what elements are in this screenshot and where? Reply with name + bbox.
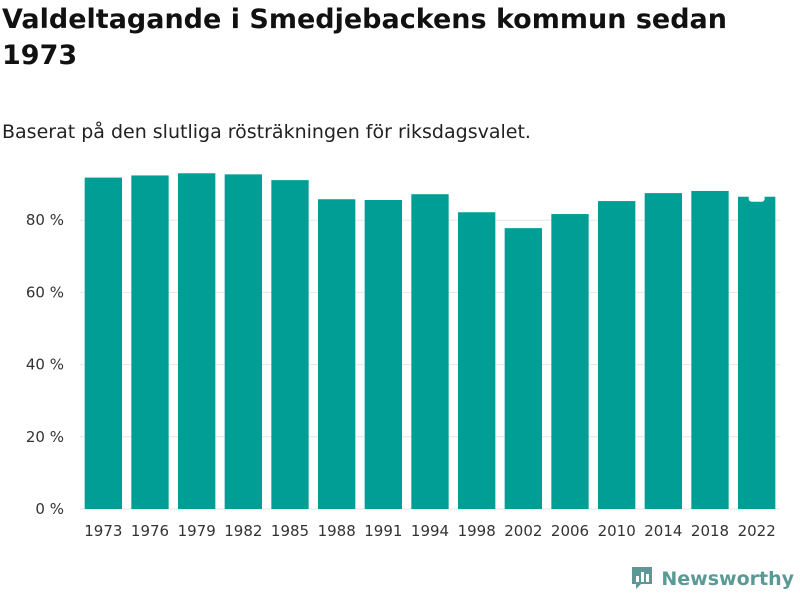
- bar[interactable]: [644, 193, 682, 510]
- x-axis-ticks: 1973 1976 1979 1982 1985 1988 1991 1994 1998 2002…: [84, 522, 776, 540]
- newsworthy-logo-icon: [629, 564, 655, 594]
- y-tick-label: 60 %: [26, 283, 64, 301]
- bar[interactable]: [178, 173, 216, 509]
- x-tick-label: 1998: [458, 522, 496, 540]
- x-tick-label: 1973: [84, 522, 122, 540]
- y-tick-label: 80 %: [26, 211, 64, 229]
- x-tick-label: 1976: [131, 522, 169, 540]
- brand-logo: Newsworthy: [629, 564, 794, 594]
- x-tick-label: 2010: [598, 522, 636, 540]
- chart-subtitle: Baserat på den slutliga rösträkningen fö…: [2, 121, 531, 143]
- x-tick-label: 1994: [411, 522, 449, 540]
- bar[interactable]: [691, 190, 729, 509]
- bar[interactable]: [131, 175, 169, 509]
- x-tick-label: 1985: [271, 522, 309, 540]
- bar[interactable]: [364, 199, 402, 510]
- y-tick-label: 40 %: [26, 356, 64, 374]
- bar[interactable]: [411, 194, 449, 509]
- y-tick-label: 0 %: [35, 500, 64, 518]
- y-axis-ticks: 0 % 20 % 40 % 60 % 80 %: [26, 211, 64, 518]
- x-tick-label: 2002: [504, 522, 542, 540]
- bar[interactable]: [458, 212, 496, 509]
- bar[interactable]: [598, 201, 636, 509]
- x-tick-label: 2018: [691, 522, 729, 540]
- x-tick-label: 2014: [644, 522, 682, 540]
- bar[interactable]: [504, 228, 542, 509]
- bar[interactable]: [738, 196, 776, 510]
- bar[interactable]: [318, 199, 356, 509]
- x-tick-label: 1988: [318, 522, 356, 540]
- y-tick-label: 20 %: [26, 428, 64, 446]
- latest-value-marker: [748, 194, 765, 202]
- x-tick-label: 1991: [364, 522, 402, 540]
- bars: [84, 173, 776, 510]
- bar[interactable]: [271, 180, 309, 509]
- bar[interactable]: [224, 174, 262, 509]
- x-tick-label: 2006: [551, 522, 589, 540]
- chart-title: Valdeltagande i Smedjebackens kommun sed…: [2, 4, 727, 71]
- bar[interactable]: [551, 214, 589, 509]
- brand-name: Newsworthy: [661, 568, 794, 590]
- x-tick-label: 2022: [738, 522, 776, 540]
- x-tick-label: 1982: [224, 522, 262, 540]
- x-tick-label: 1979: [178, 522, 216, 540]
- bar[interactable]: [84, 177, 122, 509]
